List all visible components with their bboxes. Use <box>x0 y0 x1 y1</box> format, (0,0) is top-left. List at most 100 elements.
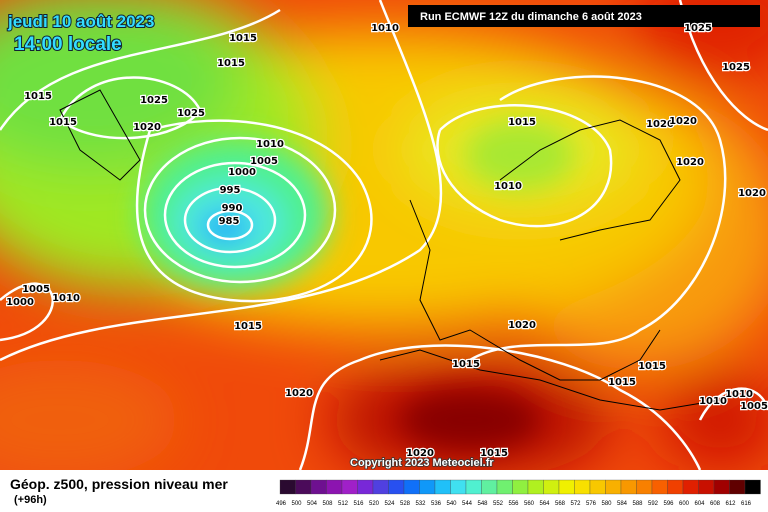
isobar-label: 1020 <box>646 119 674 130</box>
color-swatch <box>372 479 389 495</box>
forecast-hour: (+96h) <box>14 494 47 506</box>
scale-label: 580 <box>601 501 612 507</box>
isobar-label: 1025 <box>722 62 750 73</box>
field <box>0 0 768 470</box>
scale-label: 548 <box>477 501 488 507</box>
isobar-label: 1010 <box>494 181 522 192</box>
color-scale: 496 500 504 508 512 516 520 524 528 532 536 540 544 5… <box>276 479 761 507</box>
scale-label: 508 <box>322 501 333 507</box>
isobar-label: 1025 <box>140 95 168 106</box>
isobar-label: 1005 <box>250 156 278 167</box>
isobar-label: 1025 <box>684 23 712 34</box>
color-swatch <box>279 479 296 495</box>
isobar-label: 1010 <box>725 389 753 400</box>
scale-label: 600 <box>679 501 690 507</box>
scale-label: 568 <box>555 501 566 507</box>
color-swatch <box>310 479 327 495</box>
copyright: Copyright 2023 Meteociel.fr <box>350 457 494 469</box>
isobar-label: 1015 <box>217 58 245 69</box>
isobar-label: 1015 <box>49 117 77 128</box>
scale-label: 608 <box>710 501 721 507</box>
isobar-label: 1000 <box>228 167 256 178</box>
isobar-label: 1005 <box>740 401 768 412</box>
color-swatch <box>713 479 730 495</box>
color-swatch <box>419 479 436 495</box>
color-swatch <box>434 479 451 495</box>
isobar-label: 1010 <box>52 293 80 304</box>
color-swatch <box>295 479 312 495</box>
color-swatch <box>636 479 653 495</box>
scale-label: 520 <box>369 501 380 507</box>
scale-label: 544 <box>462 501 473 507</box>
color-swatch <box>698 479 715 495</box>
isobar-label: 1010 <box>256 139 284 150</box>
isobar-label: 1025 <box>177 108 205 119</box>
color-swatch <box>512 479 529 495</box>
scale-label: 532 <box>415 501 426 507</box>
color-swatch <box>341 479 358 495</box>
isobar-label: 1020 <box>508 320 536 331</box>
isobar-label: 1020 <box>676 157 704 168</box>
isobar-label: 1020 <box>738 188 766 199</box>
color-swatch <box>651 479 668 495</box>
color-swatch <box>527 479 544 495</box>
scale-label: 584 <box>617 501 628 507</box>
isobar-label: 1005 <box>22 284 50 295</box>
run-box <box>408 5 760 27</box>
isobar-label: 1015 <box>638 361 666 372</box>
scale-label: 612 <box>725 501 736 507</box>
color-swatch <box>667 479 684 495</box>
isobar-label: 1015 <box>229 33 257 44</box>
isobar-label: 1020 <box>406 448 434 459</box>
isobar-label: 985 <box>219 216 240 227</box>
scale-label: 516 <box>353 501 364 507</box>
color-swatch <box>481 479 498 495</box>
scale-label: 552 <box>493 501 504 507</box>
isobar-label: 1015 <box>24 91 52 102</box>
isobar-label: 1020 <box>669 116 697 127</box>
scale-label: 572 <box>570 501 581 507</box>
scale-label: 564 <box>539 501 550 507</box>
color-swatch <box>558 479 575 495</box>
scale-label: 560 <box>524 501 535 507</box>
scale-label: 524 <box>384 501 395 507</box>
isobar-label: 1015 <box>508 117 536 128</box>
isobar-label: 1015 <box>452 359 480 370</box>
isobar-label: 990 <box>222 203 243 214</box>
color-swatch <box>682 479 699 495</box>
scale-label: 596 <box>663 501 674 507</box>
scale-label: 604 <box>694 501 705 507</box>
scale-label: 528 <box>400 501 411 507</box>
scale-label: 616 <box>741 501 752 507</box>
color-swatch <box>496 479 513 495</box>
legend-title: Géop. z500, pression niveau mer <box>10 476 228 492</box>
isobar-label: 1020 <box>285 388 313 399</box>
scale-label: 504 <box>307 501 318 507</box>
color-swatch <box>574 479 591 495</box>
color-swatch <box>729 479 746 495</box>
scale-label: 540 <box>446 501 457 507</box>
scale-label: 500 <box>291 501 302 507</box>
color-swatch <box>388 479 405 495</box>
color-swatch <box>450 479 467 495</box>
isobar-label: 995 <box>220 185 241 196</box>
isobars <box>0 0 768 470</box>
scale-label: 592 <box>648 501 659 507</box>
color-swatch <box>605 479 622 495</box>
color-swatch <box>744 479 761 495</box>
scale-label: 536 <box>431 501 442 507</box>
isobar-label: 1015 <box>234 321 262 332</box>
isobar-label: 1015 <box>480 448 508 459</box>
scale-label: 576 <box>586 501 597 507</box>
scale-label: 556 <box>508 501 519 507</box>
scale-label: 512 <box>338 501 349 507</box>
color-swatch <box>357 479 374 495</box>
color-swatch <box>465 479 482 495</box>
color-swatch <box>326 479 343 495</box>
scale-label: 588 <box>632 501 643 507</box>
date-label: jeudi 10 août 2023 <box>7 12 154 31</box>
isobar-label: 1020 <box>133 122 161 133</box>
